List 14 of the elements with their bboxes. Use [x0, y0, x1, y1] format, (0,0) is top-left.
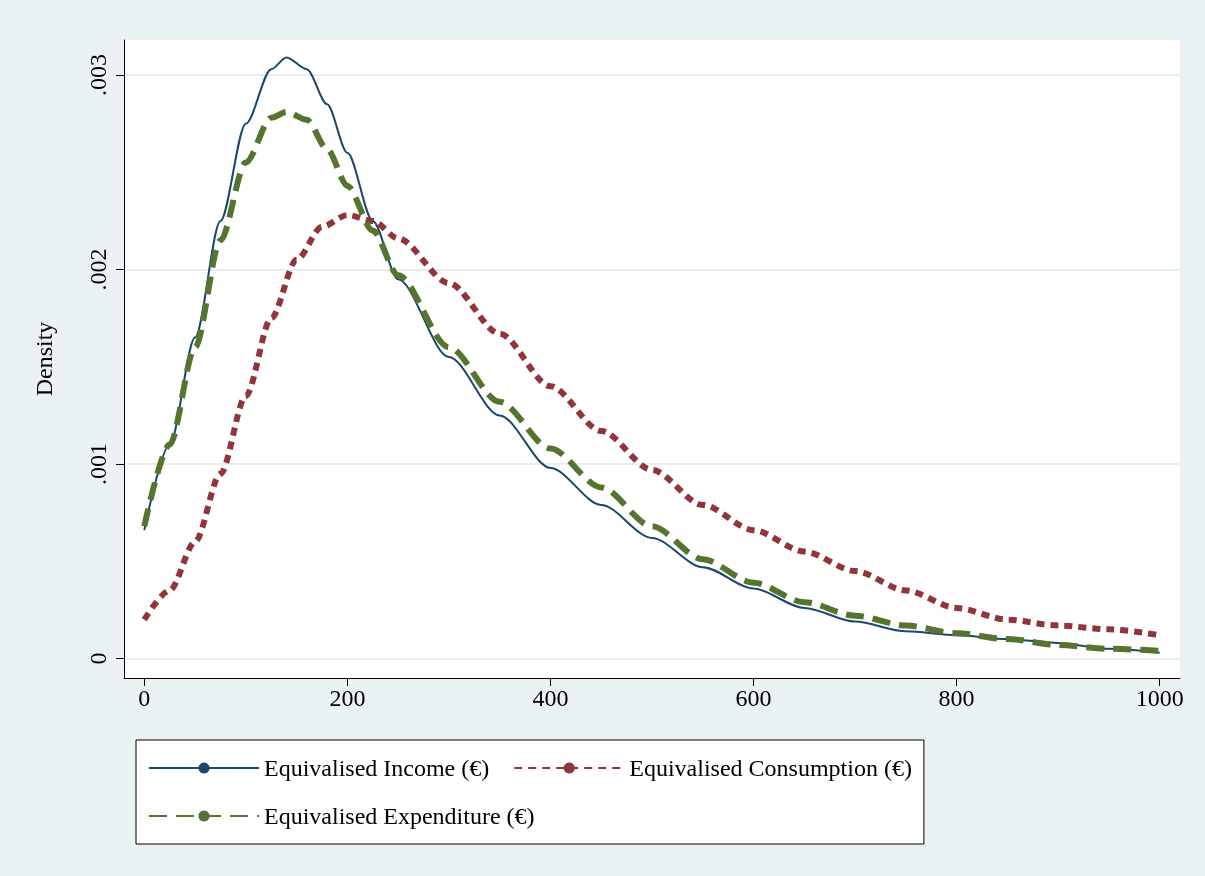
y-tick-label: .002: [85, 248, 111, 291]
y-axis-title: Density: [31, 321, 57, 397]
y-tick-label: .003: [85, 54, 111, 97]
x-tick-label: 400: [532, 685, 569, 711]
legend-label: Equivalised Expenditure (€): [264, 803, 535, 829]
legend-label: Equivalised Consumption (€): [629, 755, 912, 781]
legend-label: Equivalised Income (€): [264, 755, 490, 781]
x-tick-label: 600: [735, 685, 772, 711]
x-tick-label: 1000: [1135, 685, 1184, 711]
x-tick-label: 0: [138, 685, 151, 711]
y-tick-label: .001: [85, 443, 111, 486]
x-tick-label: 800: [938, 685, 975, 711]
y-tick-label: 0: [85, 652, 111, 665]
x-tick-label: 200: [329, 685, 366, 711]
